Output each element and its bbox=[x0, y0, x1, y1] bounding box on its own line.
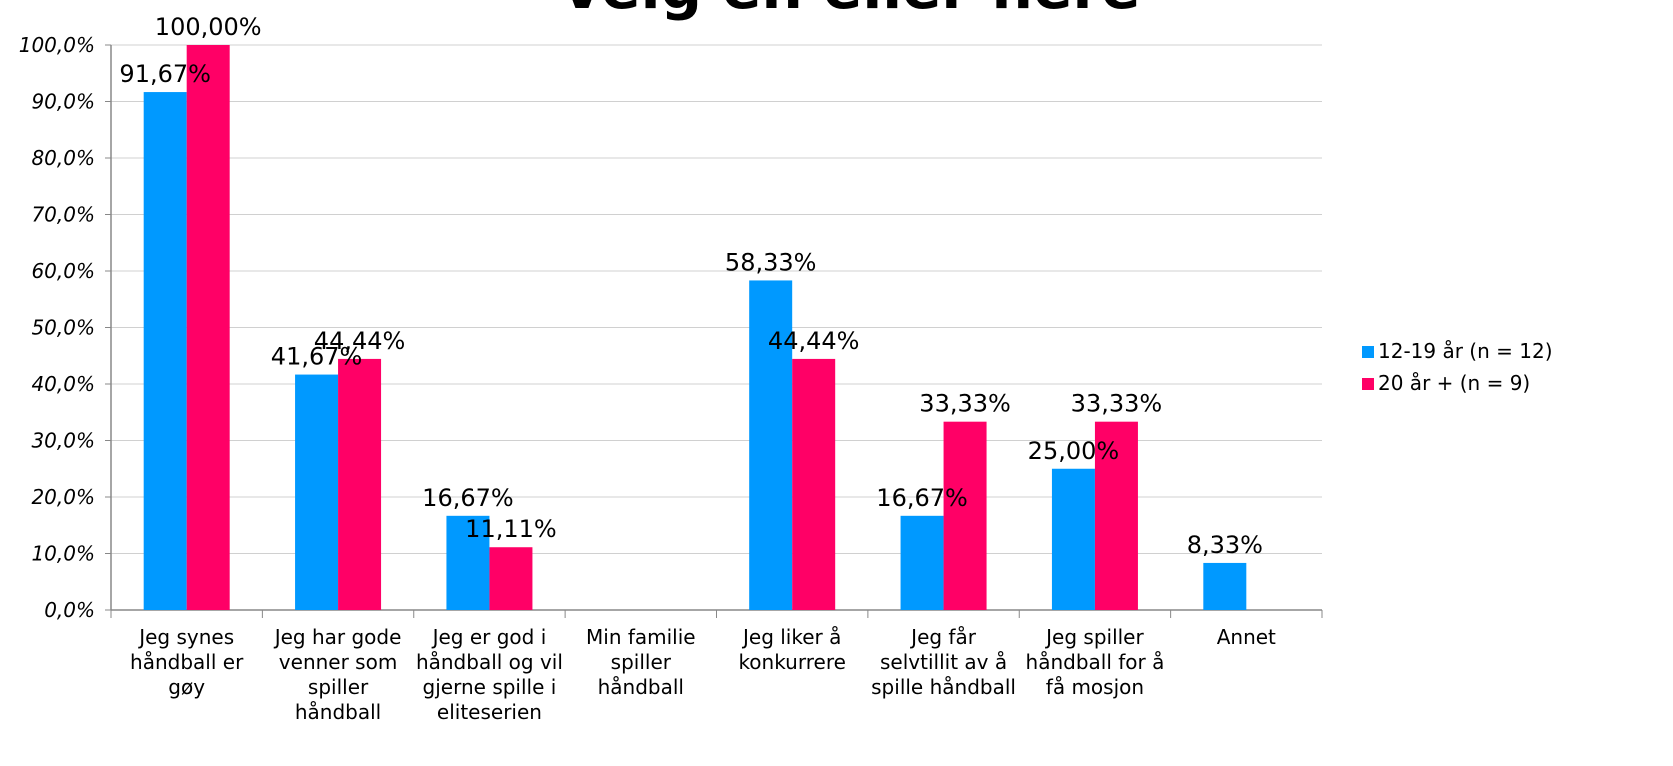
x-category-label: Jeg synes håndball er gøy bbox=[130, 625, 244, 699]
legend: 12-19 år (n = 12) 20 år + (n = 9) bbox=[1362, 339, 1553, 395]
x-category-label: Jeg har gode venner som spiller håndball bbox=[273, 625, 402, 724]
bar bbox=[338, 358, 382, 610]
y-tick-label: 100,0% bbox=[19, 33, 95, 57]
y-tick-label: 10,0% bbox=[31, 542, 95, 566]
x-category-label: Jeg liker å konkurrere bbox=[738, 625, 845, 674]
bars bbox=[143, 45, 1247, 610]
data-label: 25,00% bbox=[1028, 437, 1120, 465]
legend-label: 20 år + (n = 9) bbox=[1378, 371, 1530, 395]
bar bbox=[295, 374, 339, 610]
data-label: 33,33% bbox=[919, 390, 1011, 418]
data-label: 11,11% bbox=[465, 515, 557, 543]
y-tick-label: 80,0% bbox=[31, 146, 95, 170]
x-category-label: Annet bbox=[1217, 625, 1276, 649]
x-category-label: Min familie spiller håndball bbox=[586, 625, 696, 699]
y-tick-label: 40,0% bbox=[31, 372, 95, 396]
y-tick-label: 50,0% bbox=[31, 316, 95, 340]
data-label: 8,33% bbox=[1187, 531, 1263, 559]
data-label: 100,00% bbox=[155, 13, 262, 41]
axes bbox=[105, 44, 1323, 618]
bar bbox=[749, 280, 793, 610]
y-tick-label: 20,0% bbox=[31, 485, 95, 509]
x-category-labels: Jeg synes håndball er gøy Jeg har gode venne… bbox=[130, 625, 1276, 724]
data-label: 44,44% bbox=[314, 327, 406, 355]
y-tick-labels: 0,0% 10,0% 20,0% 30,0% 40,0% 50,0% 60,0% 70,0% 8… bbox=[19, 33, 95, 622]
bar bbox=[186, 45, 230, 610]
data-label: 16,67% bbox=[876, 484, 968, 512]
bar bbox=[792, 358, 836, 610]
bar bbox=[1094, 421, 1138, 610]
y-tick-label: 60,0% bbox=[31, 259, 95, 283]
gridlines bbox=[111, 44, 1322, 554]
bar bbox=[1051, 468, 1095, 610]
bar bbox=[1203, 562, 1247, 610]
bar bbox=[489, 547, 533, 610]
data-labels: 91,67% 41,67% 16,67% 58,33% 16,67% 25,00% 8,33… bbox=[119, 13, 1263, 559]
data-label: 16,67% bbox=[422, 484, 514, 512]
bar bbox=[143, 92, 187, 610]
chart-title: Velg en eller flere bbox=[560, 0, 1141, 22]
legend-label: 12-19 år (n = 12) bbox=[1378, 339, 1553, 363]
bar bbox=[900, 515, 944, 610]
data-label: 41,67% bbox=[271, 343, 363, 371]
data-label: 91,67% bbox=[119, 60, 211, 88]
x-category-label: Jeg er god i håndball og vil gjerne spille… bbox=[416, 625, 563, 724]
x-category-label: Jeg spiller håndball for å få mosjon bbox=[1026, 625, 1165, 699]
y-tick-label: 30,0% bbox=[31, 429, 95, 453]
bar bbox=[446, 515, 490, 610]
data-label: 58,33% bbox=[725, 248, 817, 276]
y-tick-label: 90,0% bbox=[31, 90, 95, 114]
legend-swatch bbox=[1362, 346, 1374, 358]
data-label: 33,33% bbox=[1071, 390, 1163, 418]
y-tick-label: 0,0% bbox=[44, 598, 95, 622]
y-tick-label: 70,0% bbox=[31, 203, 95, 227]
bar bbox=[943, 421, 987, 610]
x-category-label: Jeg får selvtillit av å spille håndball bbox=[871, 625, 1016, 699]
data-label: 44,44% bbox=[768, 327, 860, 355]
legend-swatch bbox=[1362, 378, 1374, 390]
